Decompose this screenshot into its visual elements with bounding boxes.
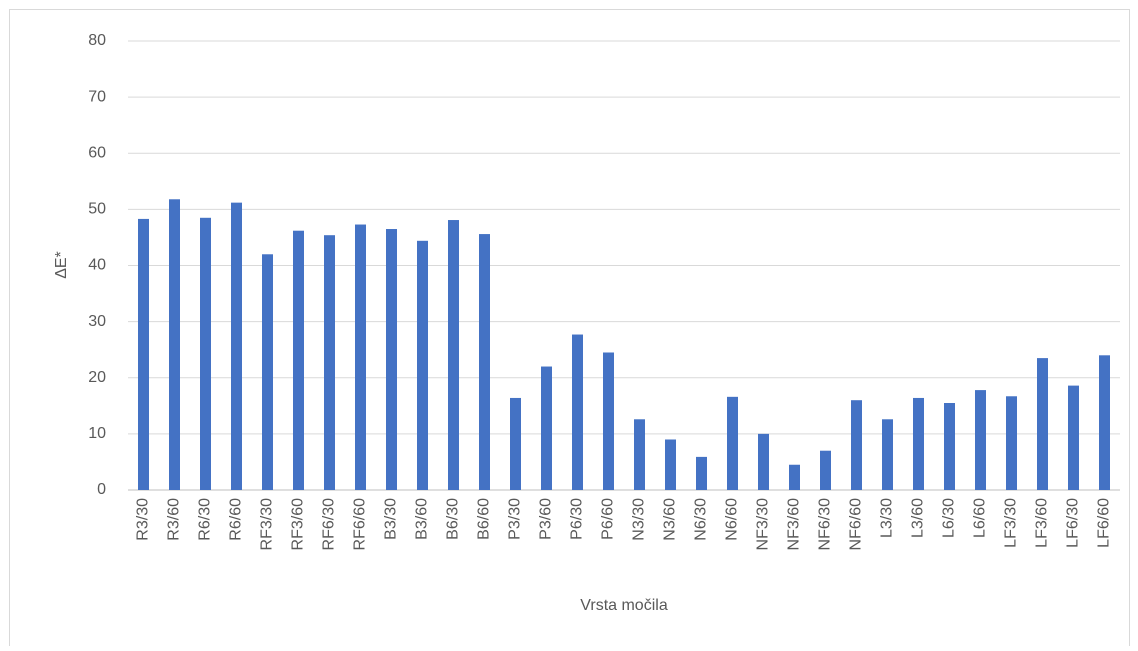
bar <box>727 396 738 490</box>
y-tick-label: 50 <box>88 201 106 218</box>
x-tick-label: B3/30 <box>383 498 400 540</box>
bar <box>479 234 490 490</box>
bar <box>789 464 800 490</box>
x-tick-label: RF6/30 <box>321 498 338 551</box>
x-tick-label: RF6/60 <box>352 498 369 551</box>
x-tick-label: N3/60 <box>662 498 679 541</box>
bar <box>200 217 211 490</box>
x-tick-label: LF3/60 <box>1034 498 1051 548</box>
bar <box>634 419 645 490</box>
x-tick-label: LF6/60 <box>1096 498 1113 548</box>
bar <box>913 397 924 490</box>
x-tick-label: R6/30 <box>197 498 214 541</box>
bar <box>758 433 769 490</box>
x-tick-label: B6/30 <box>445 498 462 540</box>
x-tick-label: N6/60 <box>724 498 741 541</box>
x-tick-label: NF6/60 <box>848 498 865 551</box>
x-tick-label: L3/60 <box>910 498 927 538</box>
bar <box>820 450 831 490</box>
x-tick-label: R6/60 <box>228 498 245 541</box>
x-tick-label: L3/30 <box>879 498 896 538</box>
x-tick-label: L6/30 <box>941 498 958 538</box>
bar <box>603 352 614 490</box>
bar <box>851 400 862 490</box>
x-tick-label: B6/60 <box>476 498 493 540</box>
bar <box>231 202 242 490</box>
bar <box>355 224 366 490</box>
x-tick-label: LF6/30 <box>1065 498 1082 548</box>
x-tick-label: P3/30 <box>507 498 524 540</box>
y-tick-label: 40 <box>88 257 106 274</box>
bar <box>510 397 521 490</box>
x-tick-label: NF3/30 <box>755 498 772 551</box>
x-tick-label: LF3/30 <box>1003 498 1020 548</box>
bar <box>541 366 552 490</box>
y-tick-label: 20 <box>88 369 106 386</box>
x-tick-label: NF3/60 <box>786 498 803 551</box>
bar <box>696 456 707 490</box>
x-tick-label: RF3/60 <box>290 498 307 551</box>
bar <box>944 403 955 490</box>
x-tick-label: RF3/30 <box>259 498 276 551</box>
bar <box>1068 385 1079 490</box>
x-tick-label: NF6/30 <box>817 498 834 551</box>
x-tick-label: P6/30 <box>569 498 586 540</box>
bar <box>1037 358 1048 490</box>
bar <box>293 230 304 490</box>
x-tick-label: B3/60 <box>414 498 431 540</box>
x-tick-label: R3/60 <box>166 498 183 541</box>
y-axis-label: ΔE* <box>53 251 70 279</box>
y-tick-label: 10 <box>88 425 106 442</box>
bar <box>1099 355 1110 490</box>
bar <box>417 240 428 490</box>
x-tick-label: P6/60 <box>600 498 617 540</box>
bar <box>169 199 180 490</box>
bar <box>882 419 893 490</box>
x-tick-label: L6/60 <box>972 498 989 538</box>
y-tick-label: 80 <box>88 32 106 49</box>
bar <box>262 254 273 490</box>
bar <box>1006 396 1017 490</box>
bar <box>138 218 149 490</box>
bar <box>975 390 986 490</box>
x-tick-label: P3/60 <box>538 498 555 540</box>
y-tick-label: 30 <box>88 313 106 330</box>
y-tick-label: 60 <box>88 144 106 161</box>
bar <box>448 220 459 490</box>
bar <box>324 235 335 490</box>
y-tick-label: 70 <box>88 88 106 105</box>
bar <box>665 439 676 490</box>
x-axis-label: Vrsta močila <box>580 597 668 614</box>
x-tick-label: N3/30 <box>631 498 648 541</box>
bar <box>386 229 397 491</box>
x-tick-label: N6/30 <box>693 498 710 541</box>
x-tick-label: R3/30 <box>135 498 152 541</box>
bar <box>572 334 583 490</box>
y-tick-label: 0 <box>97 481 106 498</box>
